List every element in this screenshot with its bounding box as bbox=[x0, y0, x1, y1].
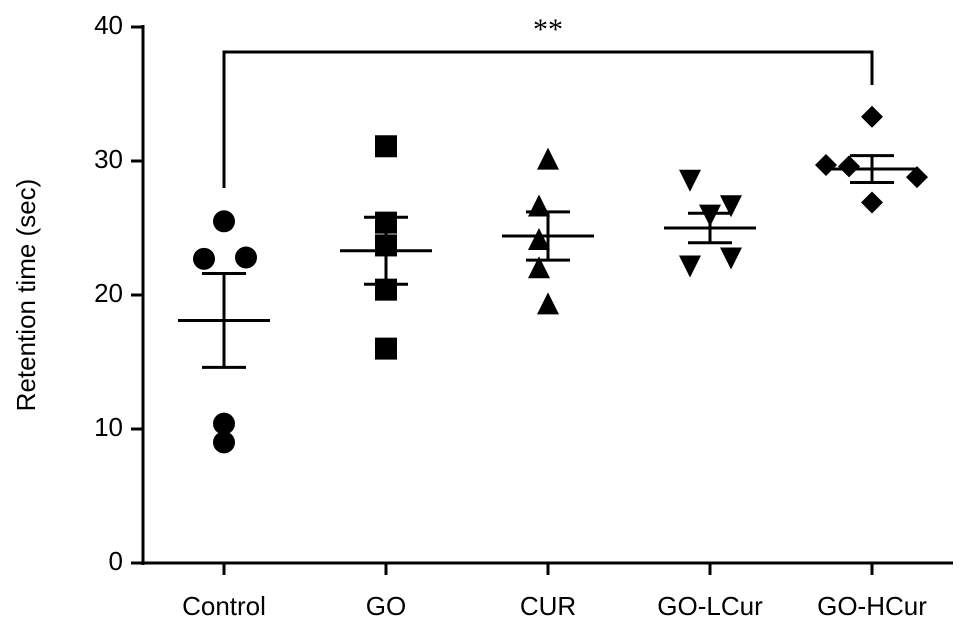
x-tick-label: GO-LCur bbox=[657, 591, 763, 621]
data-point bbox=[213, 412, 235, 435]
error-bar bbox=[526, 210, 570, 262]
data-point bbox=[213, 431, 235, 454]
data-point bbox=[375, 135, 397, 158]
x-tick-label: CUR bbox=[520, 591, 576, 621]
y-tick-label: 30 bbox=[94, 144, 123, 174]
data-point bbox=[235, 246, 257, 269]
data-point bbox=[193, 247, 215, 270]
x-tick-label: GO-HCur bbox=[817, 591, 927, 621]
data-point bbox=[375, 337, 397, 360]
data-point bbox=[861, 105, 883, 128]
y-axis-label: Retention time (sec) bbox=[11, 179, 41, 412]
data-point bbox=[679, 255, 701, 278]
y-tick-label: 0 bbox=[109, 546, 123, 576]
data-point bbox=[537, 147, 559, 170]
significance-label: ** bbox=[533, 13, 563, 46]
data-point bbox=[720, 195, 742, 218]
y-tick-label: 10 bbox=[94, 412, 123, 442]
data-point bbox=[213, 210, 235, 233]
data-point bbox=[528, 228, 550, 251]
data-point bbox=[679, 169, 701, 192]
significance-bracket bbox=[222, 50, 874, 188]
data-point bbox=[537, 292, 559, 315]
data-point bbox=[815, 154, 837, 177]
error-bar bbox=[850, 154, 894, 184]
data-point bbox=[906, 166, 928, 189]
error-bar bbox=[202, 272, 246, 369]
data-point bbox=[838, 155, 860, 178]
error-bar bbox=[688, 211, 732, 245]
y-tick-label: 40 bbox=[94, 10, 123, 40]
data-point bbox=[720, 247, 742, 270]
data-point bbox=[528, 256, 550, 279]
data-point bbox=[861, 191, 883, 214]
error-bar bbox=[364, 215, 408, 286]
x-tick-label: GO bbox=[366, 591, 406, 621]
y-tick-label: 20 bbox=[94, 278, 123, 308]
x-tick-label: Control bbox=[182, 591, 266, 621]
